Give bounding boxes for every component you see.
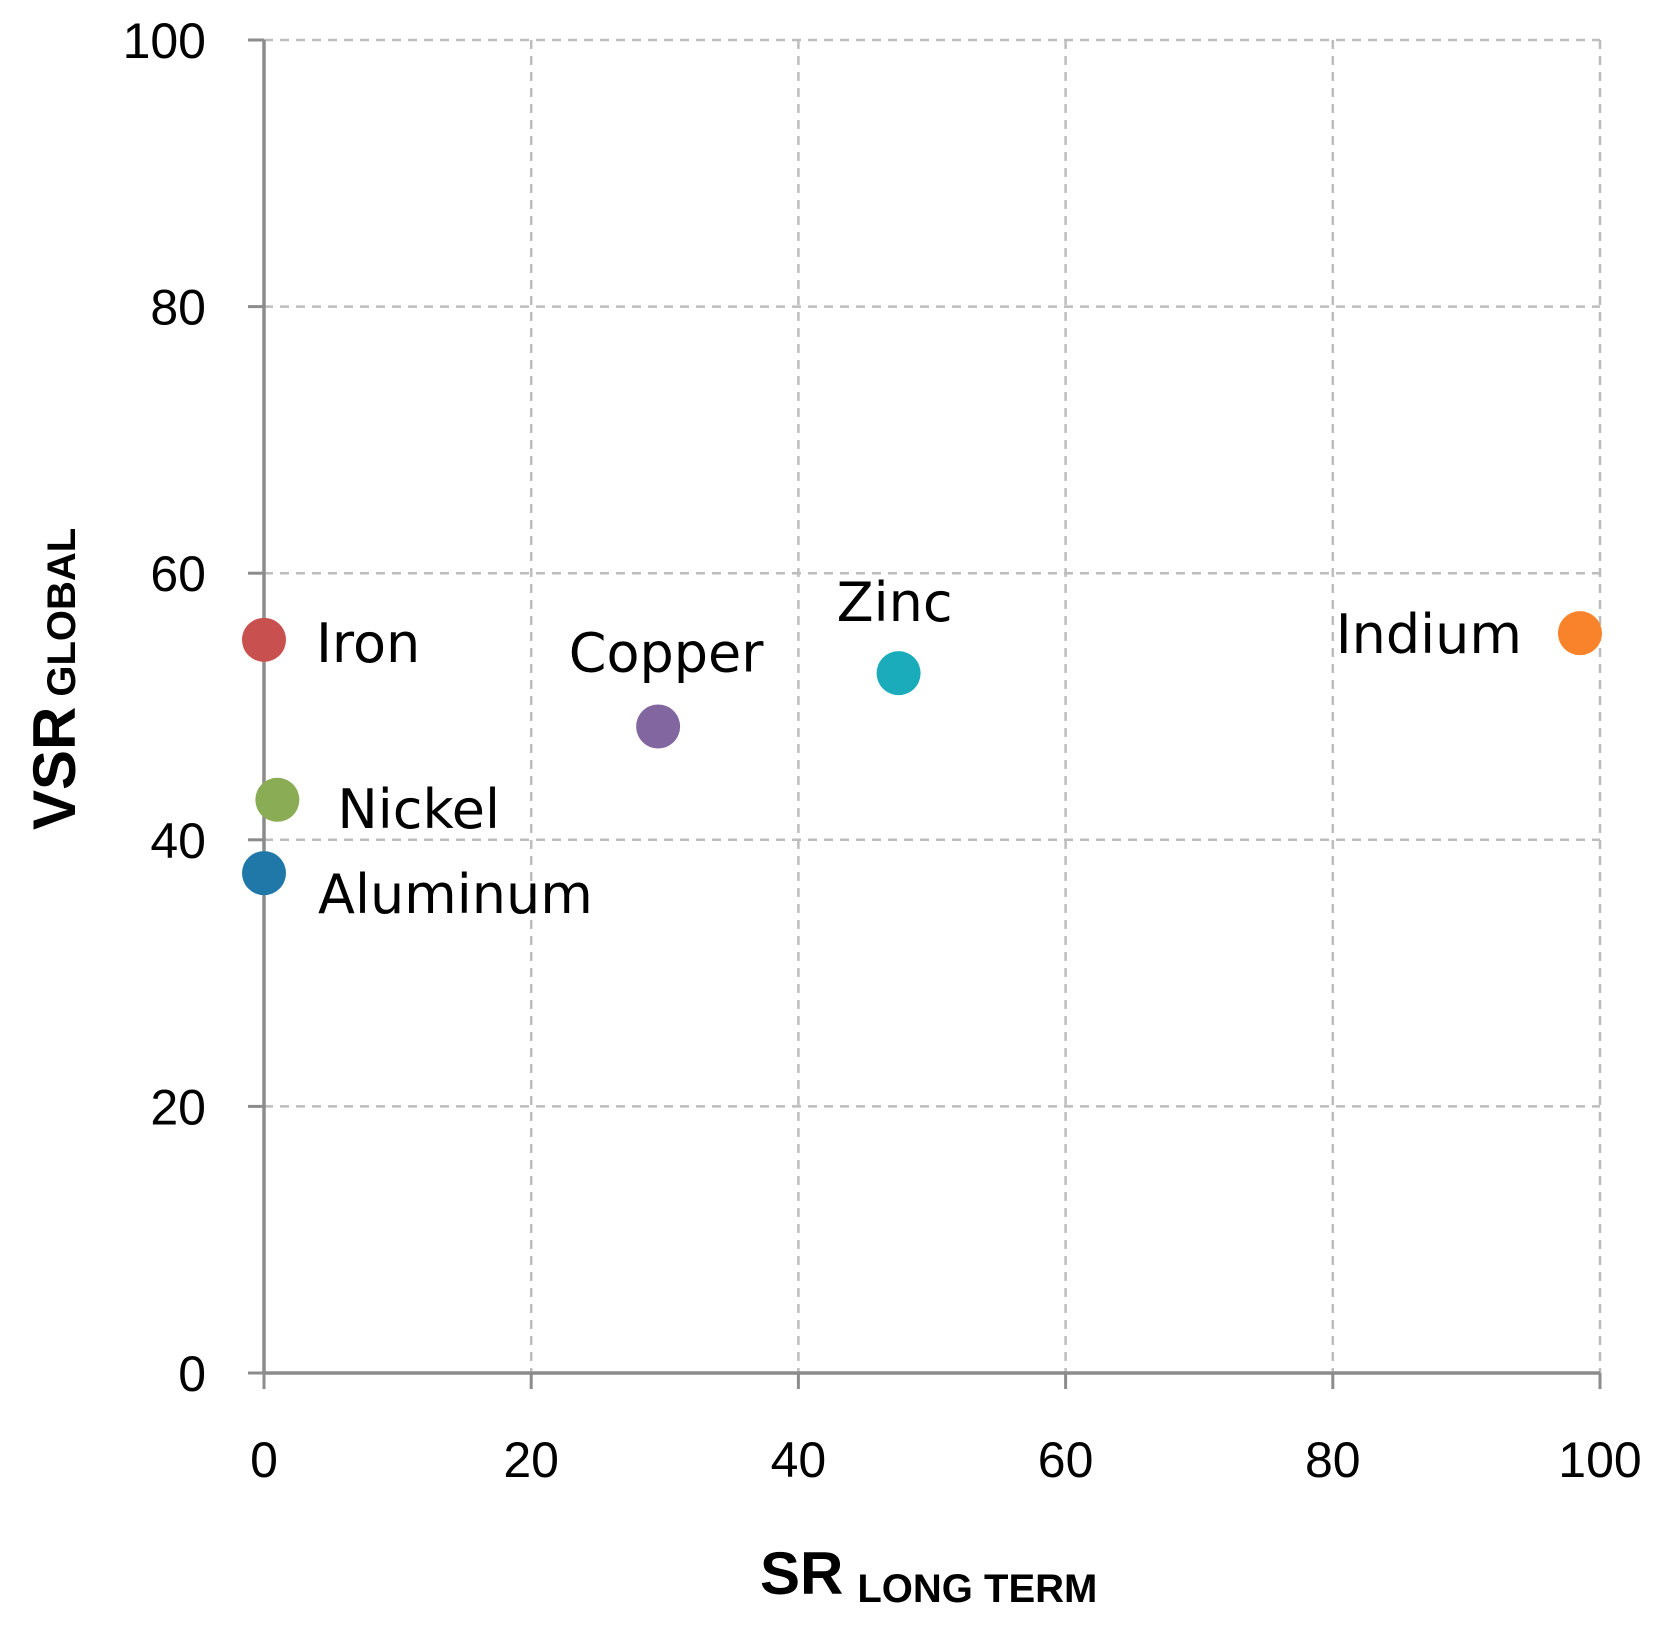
- grid-lines: [264, 38, 1602, 1373]
- point-label-iron: Iron: [316, 612, 420, 675]
- axes: [248, 38, 1602, 1389]
- y-tick-label: 0: [178, 1346, 206, 1402]
- tick-labels: 0 20 40 60 80 100 0 20 40 60 80 100: [123, 13, 1642, 1488]
- y-tick-label: 100: [123, 13, 206, 69]
- y-axis-title: VSR GLOBAL: [21, 528, 88, 830]
- point-label-copper: Copper: [569, 621, 765, 684]
- x-axis-title-main: SR: [760, 1540, 843, 1607]
- x-tick-label: 40: [771, 1432, 827, 1488]
- y-tick-label: 20: [150, 1079, 206, 1135]
- x-tick-label: 60: [1038, 1432, 1094, 1488]
- point-aluminum: [242, 851, 286, 896]
- data-points: Iron Nickel Aluminum Copper Zinc Indium: [242, 571, 1602, 926]
- x-tick-label: 0: [250, 1432, 278, 1488]
- point-label-indium: Indium: [1336, 603, 1522, 666]
- point-label-nickel: Nickel: [337, 778, 500, 841]
- x-tick-label: 100: [1558, 1432, 1641, 1488]
- point-iron: [242, 617, 286, 662]
- y-axis-title-sub: GLOBAL: [40, 528, 84, 697]
- x-tick-label: 20: [503, 1432, 559, 1488]
- x-axis-title-sub: LONG TERM: [857, 1567, 1097, 1611]
- x-axis-title: SR LONG TERM: [760, 1540, 1097, 1611]
- y-tick-label: 40: [150, 813, 206, 869]
- point-label-aluminum: Aluminum: [318, 863, 593, 926]
- point-zinc: [876, 651, 921, 696]
- y-tick-label: 60: [150, 546, 206, 602]
- point-copper: [636, 704, 681, 749]
- point-indium: [1557, 611, 1602, 656]
- x-tick-label: 80: [1305, 1432, 1361, 1488]
- y-axis-title-main: VSR: [21, 707, 88, 830]
- point-nickel: [255, 777, 300, 822]
- point-label-zinc: Zinc: [837, 571, 953, 634]
- y-tick-label: 80: [150, 280, 206, 336]
